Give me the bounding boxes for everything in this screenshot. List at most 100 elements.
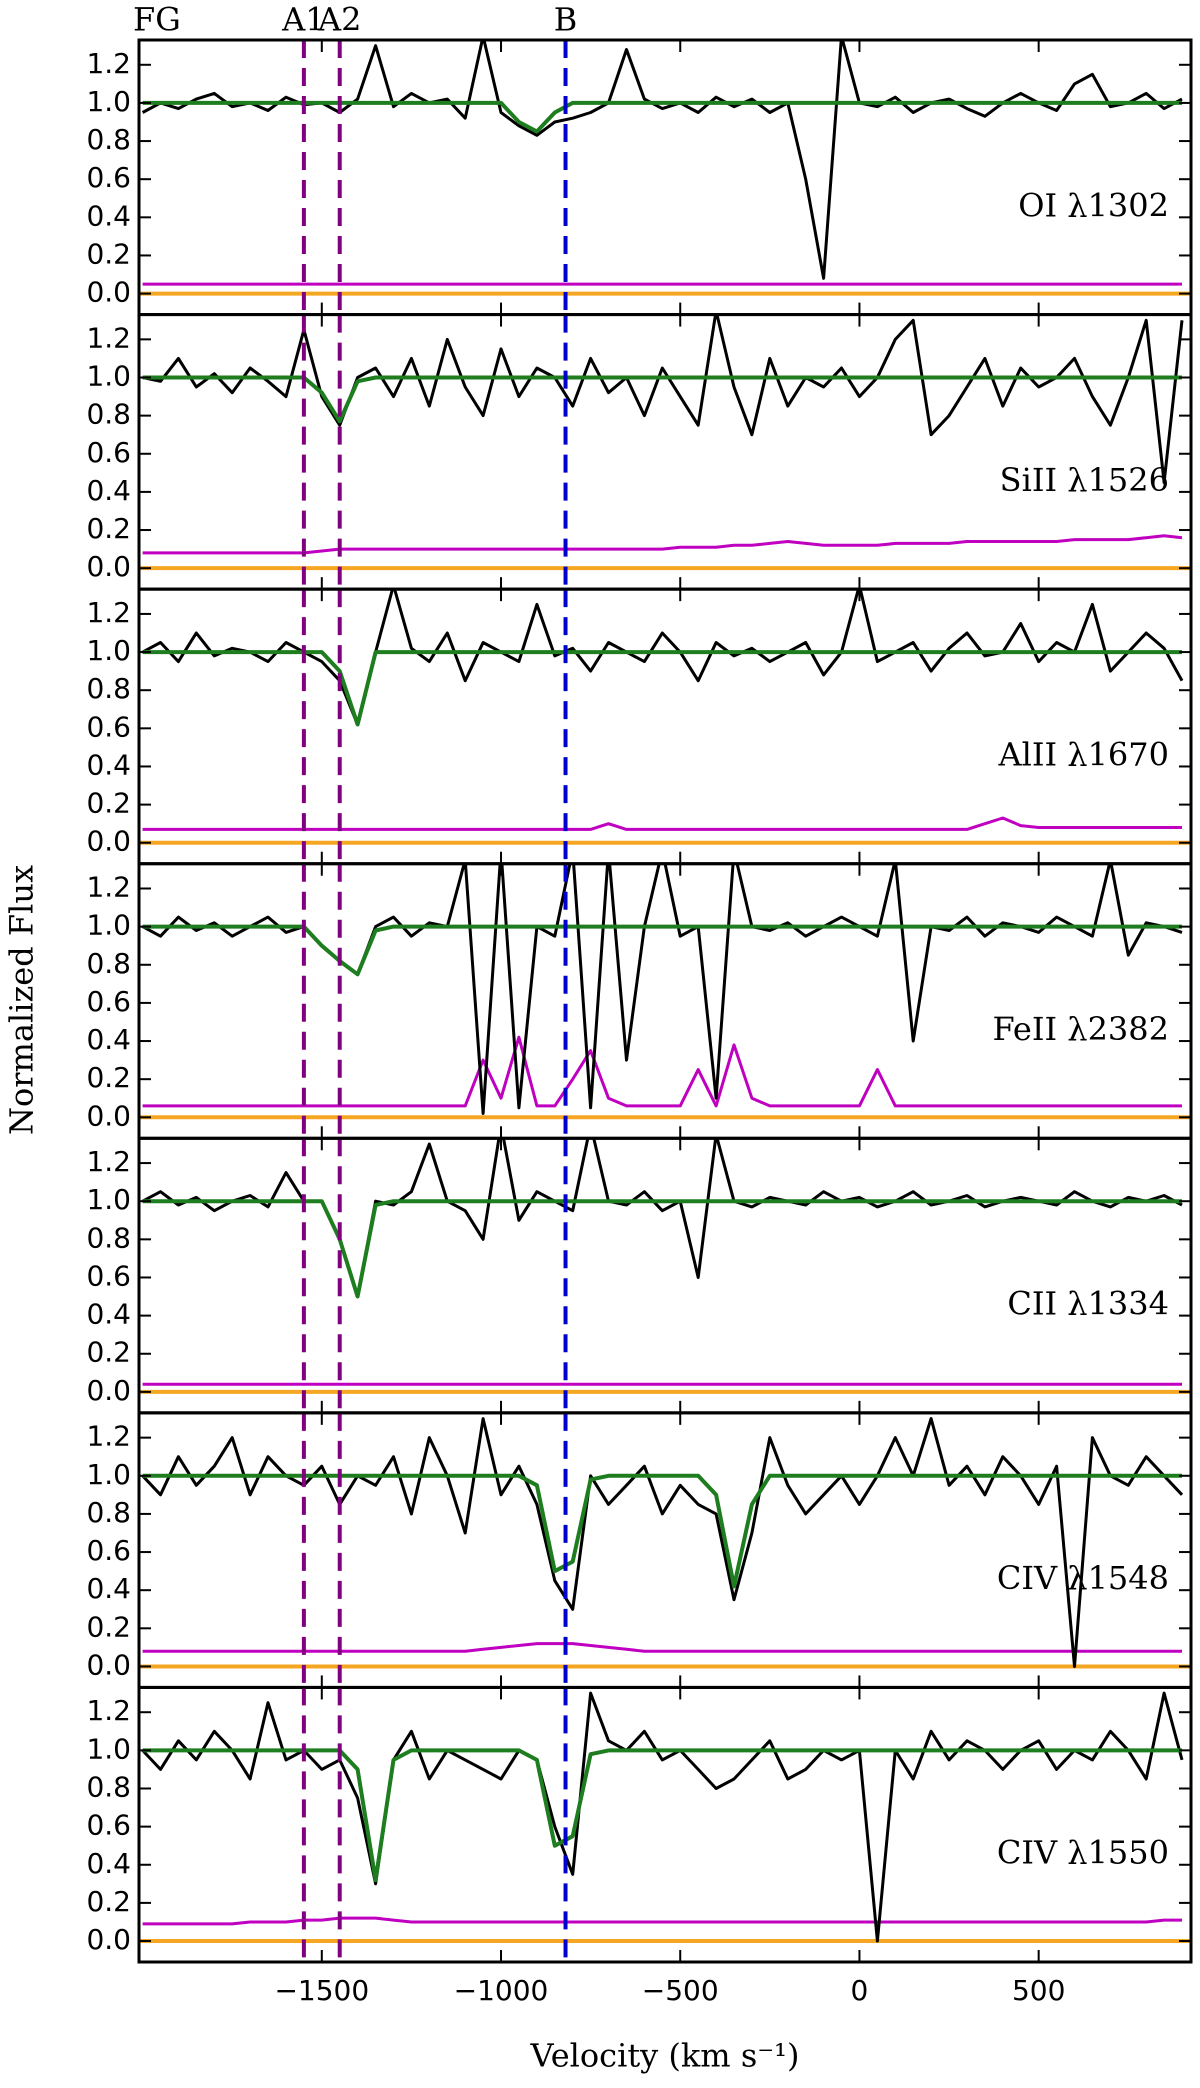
y-tick-label: 0.6 [86,985,131,1018]
spectrum-line [141,863,1183,1115]
x-axis-label: Velocity (km s⁻¹) [530,2037,800,2075]
y-tick-label: 1.2 [86,1145,131,1178]
y-tick-label: 0.4 [86,1572,131,1605]
y-tick-label: 0.4 [86,1298,131,1331]
y-tick-label: 0.2 [86,1061,131,1094]
y-tick-label: 1.2 [86,1420,131,1453]
panel-label: CIV λ1550 [997,1834,1169,1872]
y-tick-label: 0.0 [86,1099,131,1132]
y-tick-label: 1.2 [86,1694,131,1727]
y-tick-label: 0.8 [86,398,131,431]
y-tick-label: 0.6 [86,1809,131,1842]
y-tick-label: 0.8 [86,672,131,705]
spectrum-line [142,816,1182,831]
x-tick-label: −500 [642,1974,719,2007]
spectrum-line [142,1642,1182,1653]
marker-label: A1 [281,1,325,39]
panel [139,1138,1191,1413]
y-tick-label: 1.0 [86,359,131,392]
panel-label: FeII λ2382 [992,1010,1169,1048]
y-tick-label: 0.6 [86,436,131,469]
spectrum-line [142,100,1182,134]
y-tick-label: 0.8 [86,1496,131,1529]
spectrum-line [142,1035,1182,1108]
y-tick-label: 0.2 [86,1610,131,1643]
y-tick-label: 0.2 [86,512,131,545]
x-tick-label: 500 [1012,1974,1065,2007]
spectrum-line [141,1138,1183,1298]
x-tick-label: 0 [851,1974,869,2007]
y-tick-label: 0.2 [86,237,131,270]
y-tick-label: 1.0 [86,1183,131,1216]
panel [139,1412,1191,1688]
marker-label: B [554,1,578,39]
spectrum-line [142,1199,1182,1299]
x-tick-label: −1000 [454,1974,549,2007]
y-tick-label: 0.0 [86,1374,131,1407]
y-tick-label: 1.0 [86,909,131,942]
panel [139,589,1191,864]
panel-label: CIV λ1548 [997,1559,1169,1597]
panel [139,314,1191,590]
spectrum-line [141,40,1183,280]
panel-label: SiII λ1526 [1000,461,1169,499]
spectrum-line [142,650,1182,727]
y-tick-label: 0.4 [86,1023,131,1056]
y-tick-label: 1.0 [86,85,131,118]
y-tick-label: 1.0 [86,1458,131,1491]
spectrum-line [141,589,1184,726]
y-tick-label: 0.4 [86,748,131,781]
spectrum-line [142,534,1183,555]
y-tick-label: 0.2 [86,1336,131,1369]
marker-label: A2 [317,1,361,39]
y-tick-label: 0.6 [86,161,131,194]
panel-frame [137,587,1193,866]
x-tick-label: −1500 [274,1974,369,2007]
panel-label: CII λ1334 [1007,1285,1169,1323]
y-tick-label: 1.2 [86,47,131,80]
marker-label: FG [133,1,181,39]
y-tick-label: 0.8 [86,1221,131,1254]
y-tick-label: 0.2 [86,1885,131,1918]
y-tick-label: 1.0 [86,634,131,667]
y-tick-label: 0.8 [86,1770,131,1803]
spectrum-line [141,1691,1184,1943]
panel [139,40,1191,315]
panel-frame [137,862,1193,1140]
spectrum-line [142,1916,1182,1926]
y-tick-label: 0.6 [86,710,131,743]
y-tick-label: 0.4 [86,474,131,507]
y-tick-label: 0.0 [86,276,131,309]
spectrum-line [142,375,1182,424]
y-tick-label: 0.0 [86,825,131,858]
y-tick-label: 1.0 [86,1732,131,1765]
y-tick-label: 0.6 [86,1259,131,1292]
panel-frame [137,1685,1193,1964]
spectrum-line [142,314,1184,484]
y-tick-label: 0.8 [86,123,131,156]
y-tick-label: 0.6 [86,1534,131,1567]
spectrum-line [141,1417,1184,1668]
panel [139,863,1191,1139]
panel-frame [137,38,1193,317]
y-tick-label: 1.2 [86,596,131,629]
y-tick-label: 0.4 [86,199,131,232]
spectrum-line [142,1748,1182,1882]
y-tick-label: 1.2 [86,321,131,354]
panel-label: AlII λ1670 [997,735,1169,773]
y-tick-label: 0.0 [86,550,131,583]
y-tick-label: 0.8 [86,947,131,980]
y-tick-label: 0.0 [86,1648,131,1681]
spectrum-line [142,924,1182,977]
panel-frame [137,1136,1193,1415]
y-axis-label: Normalized Flux [3,865,41,1135]
spectrum-line [142,1473,1182,1589]
panel [139,1687,1191,1962]
panel-label: OI λ1302 [1018,186,1169,224]
y-tick-label: 1.2 [86,871,131,904]
y-tick-label: 0.2 [86,787,131,820]
y-tick-label: 0.4 [86,1847,131,1880]
y-tick-label: 0.0 [86,1923,131,1956]
panel-frame [137,1411,1193,1689]
